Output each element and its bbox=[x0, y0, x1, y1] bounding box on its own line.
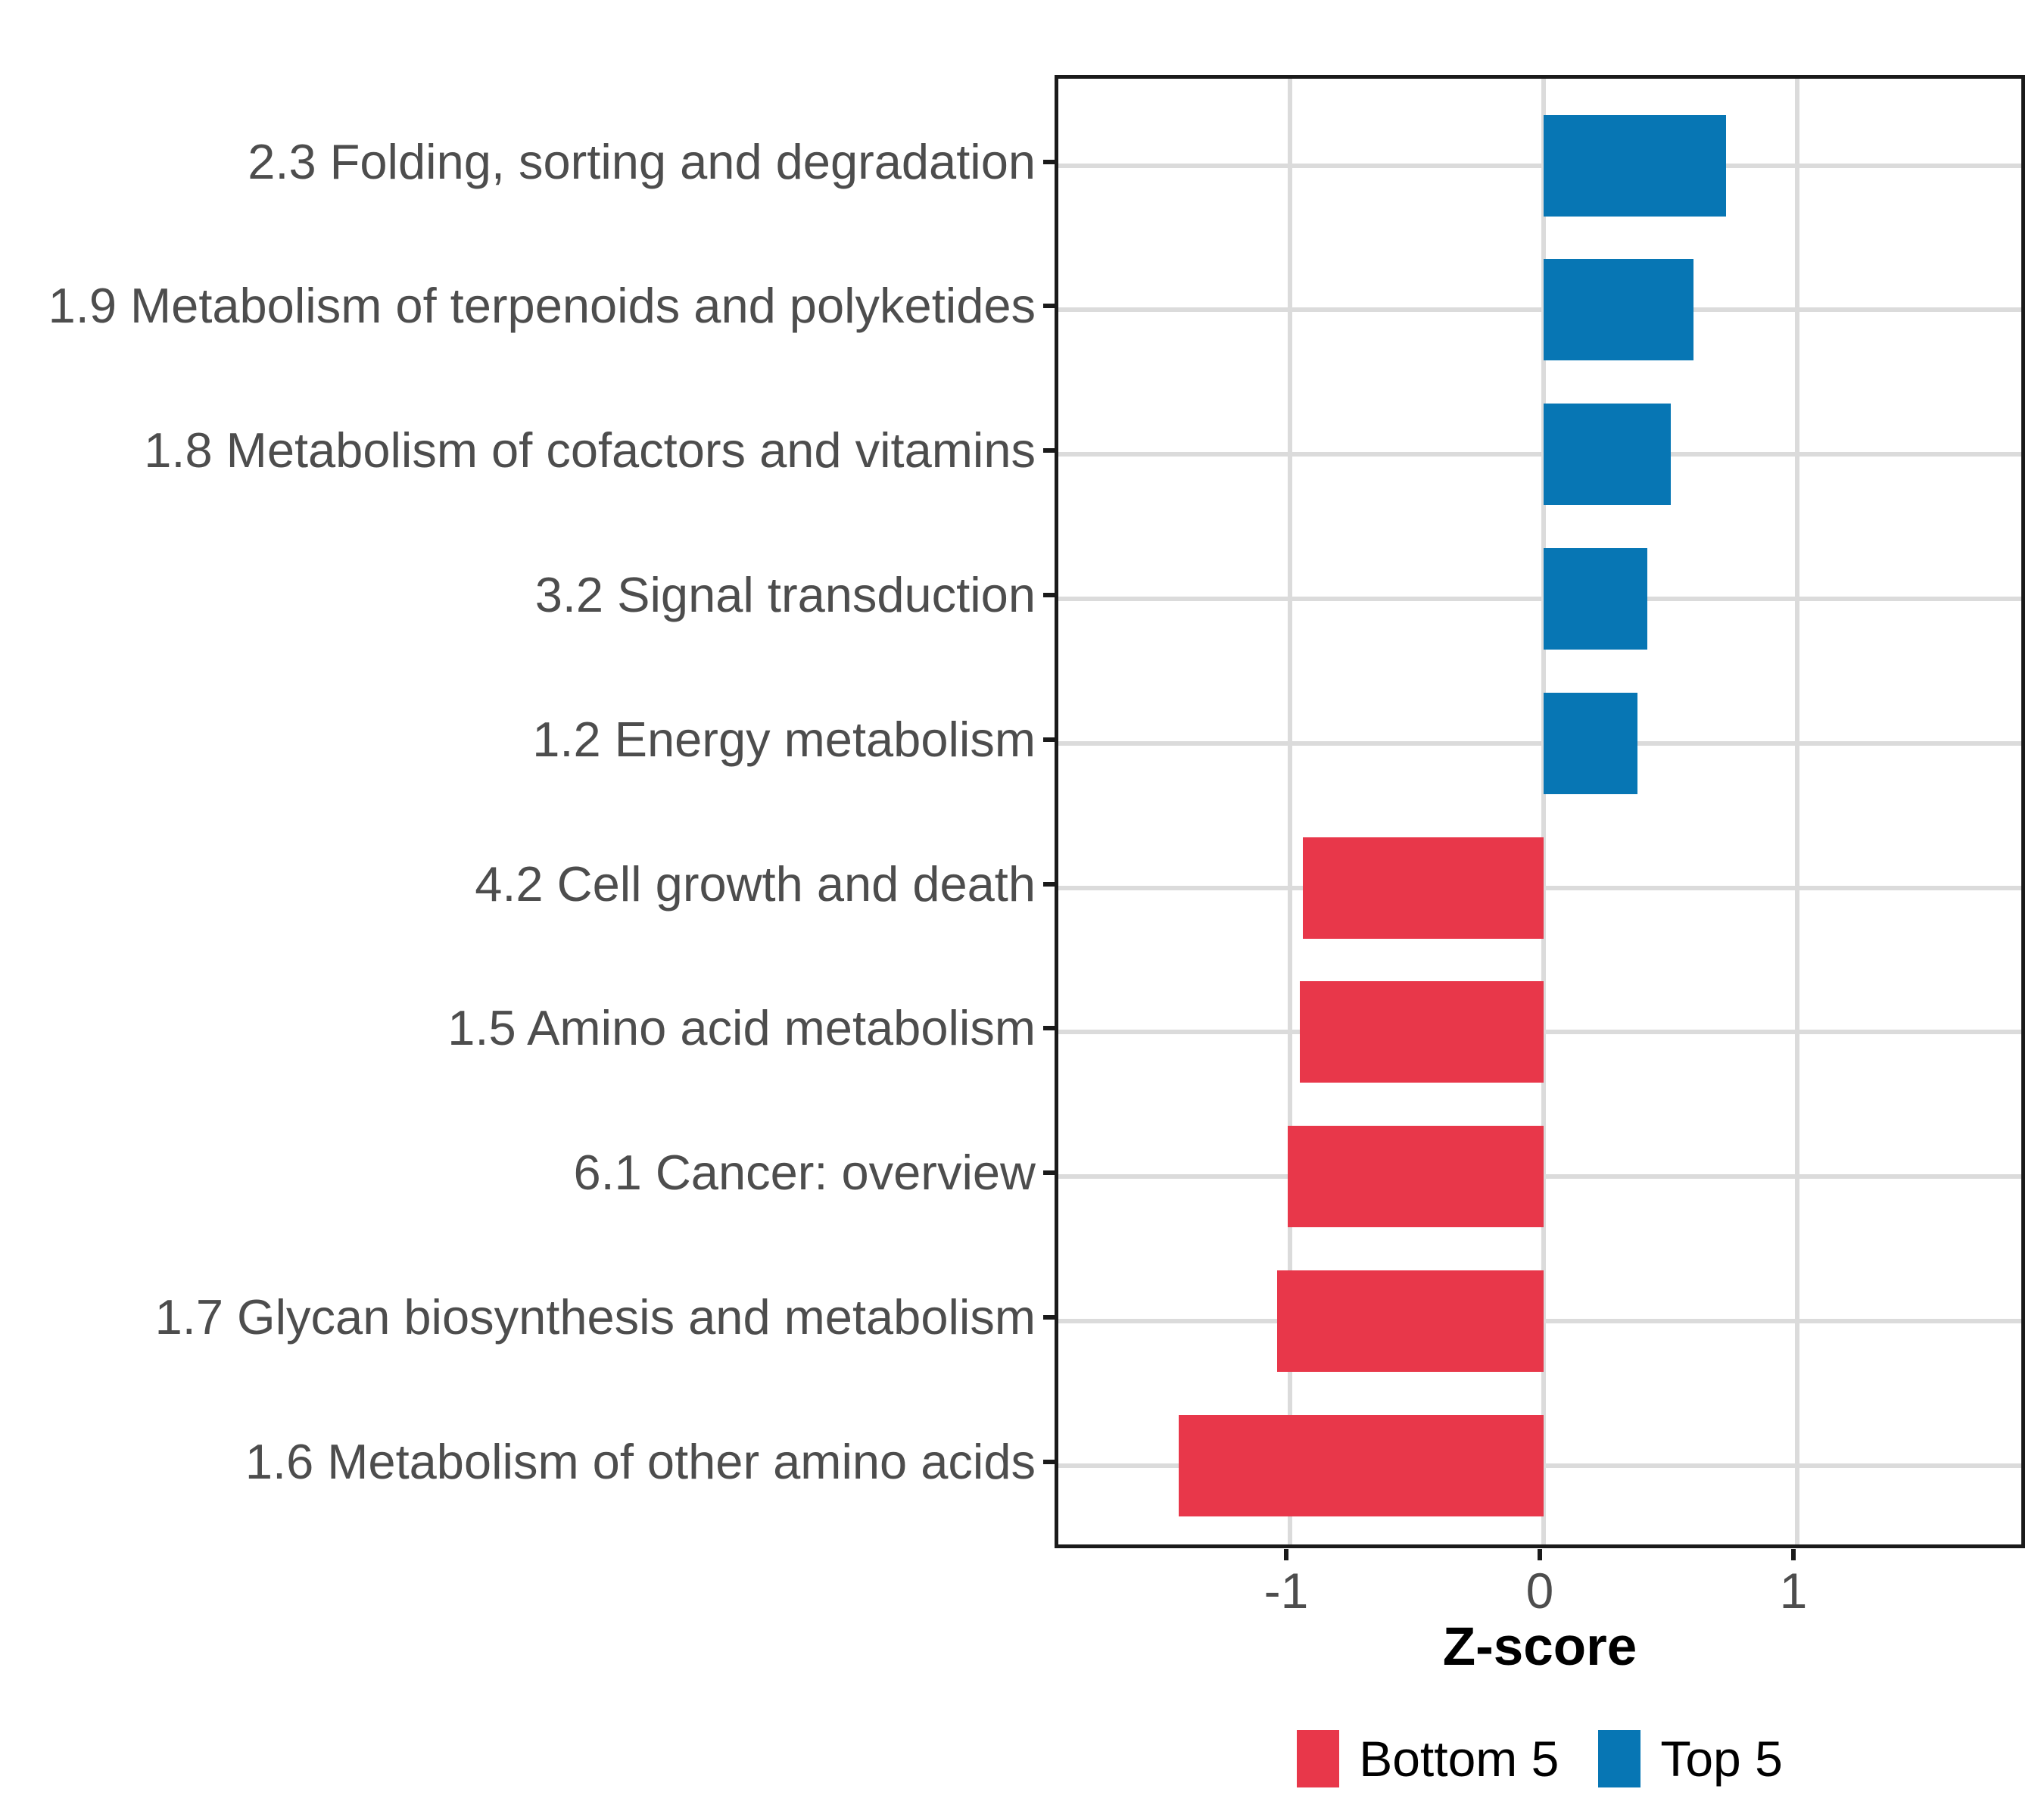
y-tick-mark bbox=[1043, 1315, 1055, 1320]
bar-top5 bbox=[1544, 547, 1648, 650]
y-axis-label: 1.6 Metabolism of other amino acids bbox=[245, 1433, 1036, 1489]
legend-item: Bottom 5 bbox=[1297, 1730, 1559, 1787]
y-tick-mark bbox=[1043, 1170, 1055, 1176]
y-axis-label: 3.2 Signal transduction bbox=[534, 566, 1036, 622]
bar-bottom5 bbox=[1300, 981, 1544, 1083]
gridline-vertical bbox=[1795, 79, 1799, 1544]
y-axis-label: 1.8 Metabolism of cofactors and vitamins bbox=[144, 422, 1036, 478]
gridline-horizontal bbox=[1058, 163, 2021, 168]
bar-bottom5 bbox=[1287, 1126, 1544, 1228]
bar-top5 bbox=[1544, 404, 1671, 506]
legend-swatch bbox=[1297, 1730, 1340, 1787]
gridline-vertical bbox=[1288, 79, 1292, 1544]
legend-label: Top 5 bbox=[1660, 1731, 1783, 1787]
y-axis-label: 1.2 Energy metabolism bbox=[532, 711, 1036, 767]
bar-top5 bbox=[1544, 692, 1637, 794]
y-tick-mark bbox=[1043, 304, 1055, 309]
bar-top5 bbox=[1544, 259, 1693, 361]
x-tick-label: 0 bbox=[1525, 1563, 1554, 1619]
y-axis-label: 1.5 Amino acid metabolism bbox=[447, 1000, 1036, 1056]
legend-label: Bottom 5 bbox=[1359, 1731, 1559, 1787]
x-axis-title: Z-score bbox=[1442, 1617, 1637, 1677]
gridline-horizontal bbox=[1058, 452, 2021, 457]
y-tick-mark bbox=[1043, 881, 1055, 887]
bar-bottom5 bbox=[1178, 1414, 1544, 1516]
y-axis-label: 1.7 Glycan biosynthesis and metabolism bbox=[154, 1289, 1036, 1345]
y-tick-mark bbox=[1043, 1026, 1055, 1031]
y-axis-label: 6.1 Cancer: overview bbox=[573, 1145, 1036, 1201]
y-tick-mark bbox=[1043, 592, 1055, 597]
legend-item: Top 5 bbox=[1598, 1730, 1783, 1787]
x-tick-mark bbox=[1538, 1549, 1542, 1560]
gridline-horizontal bbox=[1058, 307, 2021, 313]
y-tick-mark bbox=[1043, 737, 1055, 742]
gridline-vertical bbox=[1541, 79, 1546, 1544]
y-tick-mark bbox=[1043, 448, 1055, 453]
x-tick-mark bbox=[1791, 1549, 1796, 1560]
bar-top5 bbox=[1544, 114, 1727, 217]
y-axis-label: 2.3 Folding, sorting and degradation bbox=[248, 133, 1036, 189]
legend: Bottom 5 Top 5 bbox=[1055, 1725, 2025, 1793]
x-tick-label: -1 bbox=[1263, 1563, 1309, 1619]
bar-bottom5 bbox=[1277, 1270, 1544, 1373]
plot-panel bbox=[1055, 75, 2025, 1548]
y-axis-label: 4.2 Cell growth and death bbox=[475, 856, 1036, 912]
y-tick-mark bbox=[1043, 1459, 1055, 1464]
x-tick-label: 1 bbox=[1779, 1563, 1808, 1619]
gridline-horizontal bbox=[1058, 740, 2021, 746]
legend-swatch bbox=[1598, 1730, 1641, 1787]
gridline-horizontal bbox=[1058, 596, 2021, 601]
bar-bottom5 bbox=[1302, 837, 1544, 939]
x-tick-mark bbox=[1284, 1549, 1288, 1560]
y-tick-mark bbox=[1043, 159, 1055, 164]
y-axis-label: 1.9 Metabolism of terpenoids and polyket… bbox=[48, 278, 1036, 334]
